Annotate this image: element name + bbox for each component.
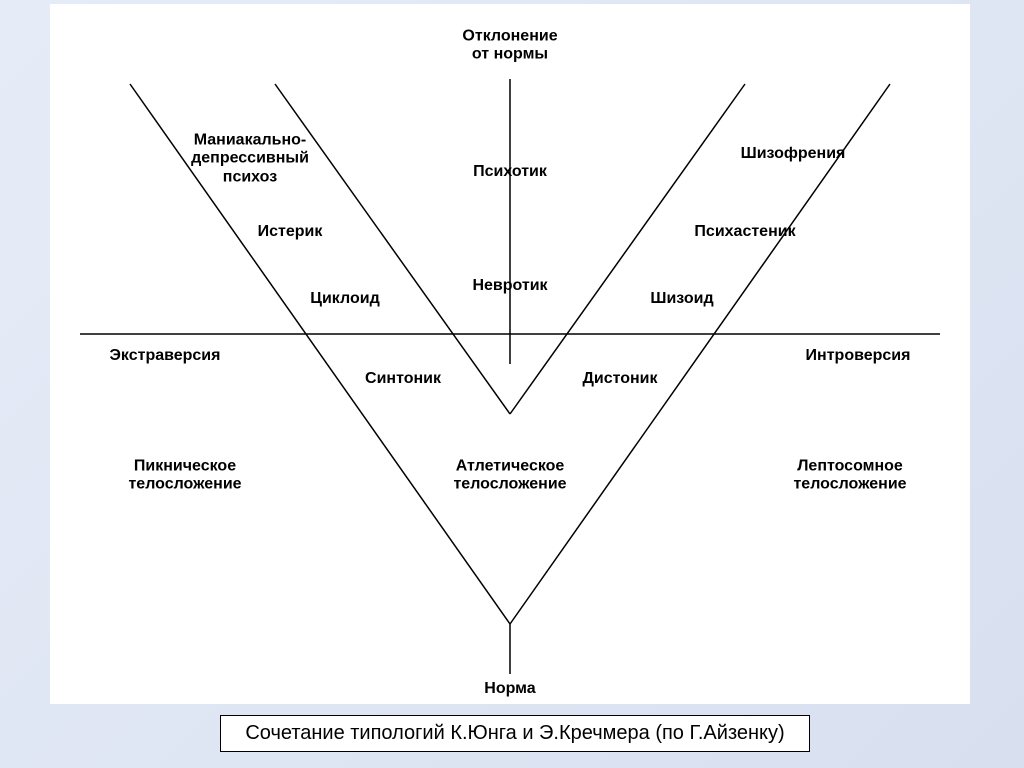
- label-psychotic: Психотик: [473, 163, 547, 181]
- label-right-axis: Интроверсия: [806, 347, 911, 365]
- label-athletic: Атлетическое телосложение: [453, 458, 566, 495]
- line-inner-right: [510, 84, 745, 414]
- label-cycloid: Циклоид: [310, 290, 379, 308]
- label-bottom: Норма: [484, 680, 535, 698]
- label-syntonic: Синтоник: [365, 370, 441, 388]
- label-neurotic: Невротик: [472, 277, 547, 295]
- line-inner-left: [275, 84, 510, 414]
- label-psychasthenic: Психастеник: [694, 223, 795, 241]
- diagram-panel: Отклонение от нормы Норма Экстраверсия И…: [50, 4, 970, 704]
- caption-box: Сочетание типологий К.Юнга и Э.Кречмера …: [220, 715, 810, 752]
- label-left-axis: Экстраверсия: [110, 347, 221, 365]
- label-pyknic: Пикническое телосложение: [128, 458, 241, 495]
- label-leptosomic: Лептосомное телосложение: [793, 458, 906, 495]
- label-hysteric: Истерик: [258, 223, 323, 241]
- label-dystonic: Дистоник: [582, 370, 657, 388]
- label-schizophrenia: Шизофрения: [741, 145, 846, 163]
- label-manic: Маниакально- депрессивный психоз: [191, 131, 309, 186]
- label-top: Отклонение от нормы: [462, 28, 557, 65]
- label-schizoid: Шизоид: [650, 290, 713, 308]
- caption-text: Сочетание типологий К.Юнга и Э.Кречмера …: [245, 722, 784, 744]
